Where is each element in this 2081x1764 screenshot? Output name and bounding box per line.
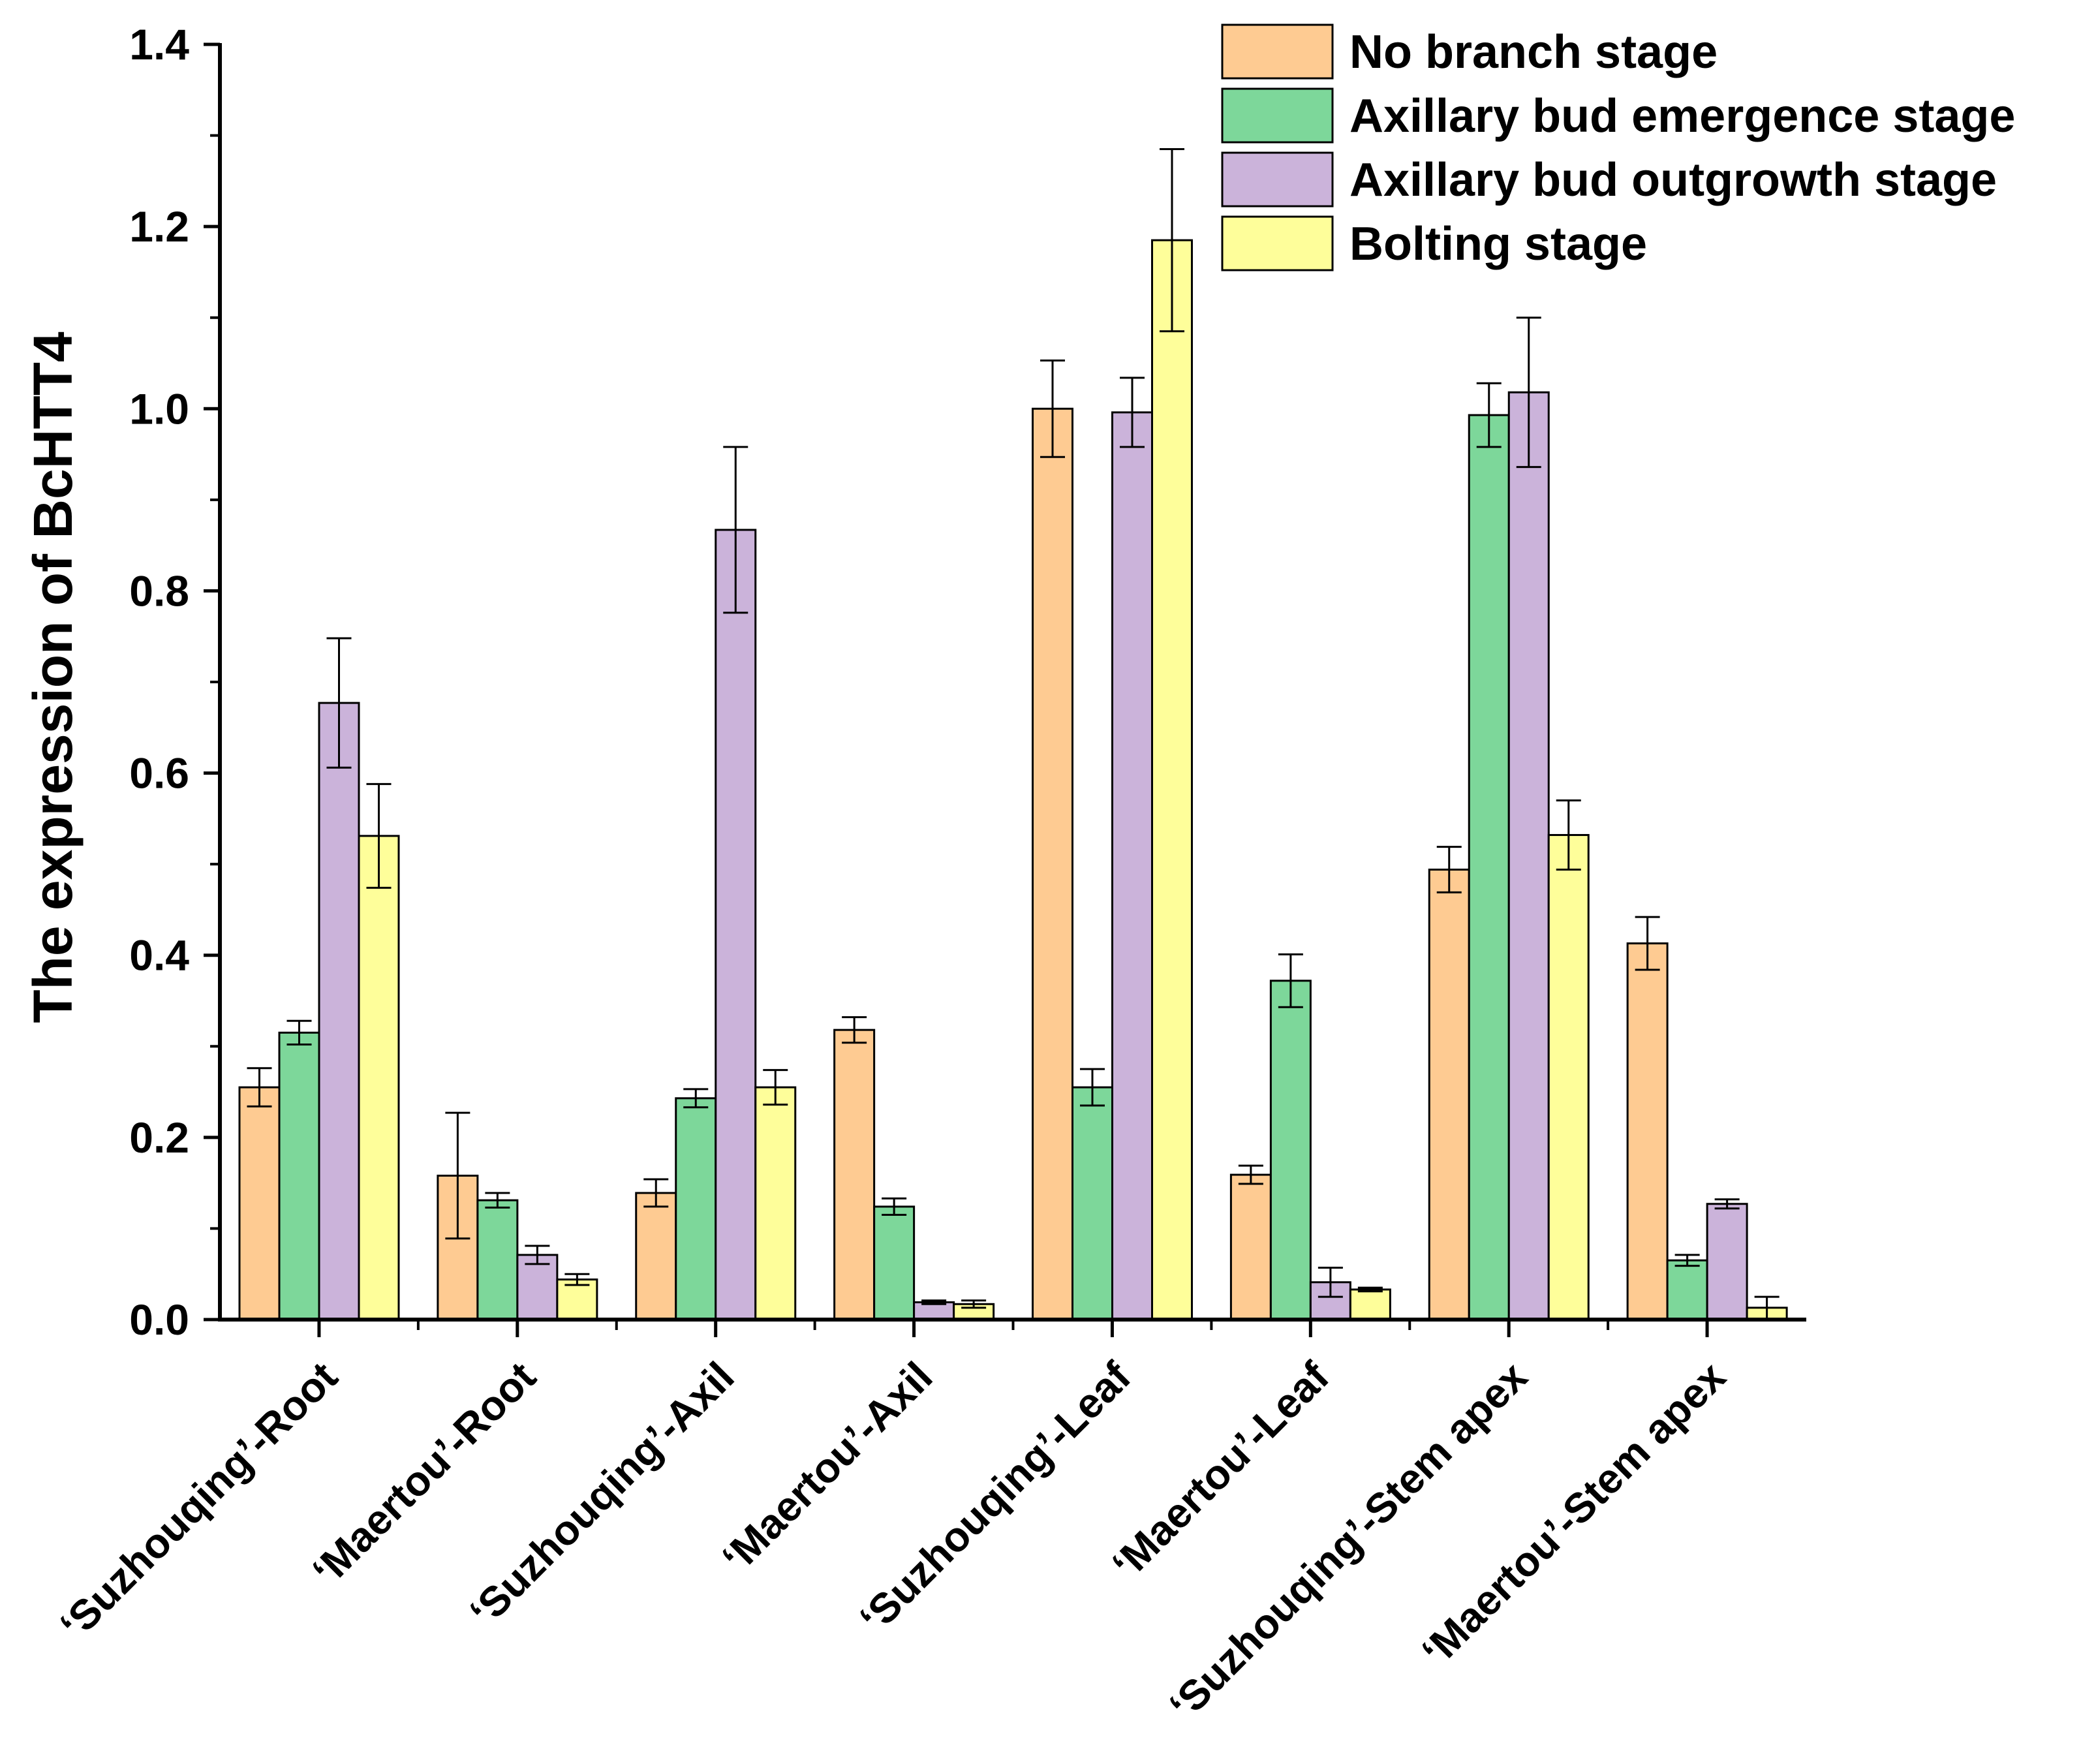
- y-tick-label: 0.0: [129, 1295, 189, 1344]
- error-bar-1-2: [445, 1111, 470, 1240]
- legend-swatch: [1221, 23, 1334, 80]
- bar-2-5: [1071, 1086, 1113, 1321]
- legend-item-1: No branch stage: [1221, 23, 1718, 80]
- bar-3-3: [715, 529, 757, 1321]
- y-tick-label: 0.4: [129, 931, 189, 980]
- y-tick-label: 0.8: [129, 566, 189, 615]
- x-tick-label: ‘Maertou’-Axil: [713, 1353, 941, 1581]
- legend-label: Axillary bud outgrowth stage: [1349, 154, 1997, 206]
- legend-item-2: Axillary bud emergence stage: [1221, 87, 2015, 144]
- bar-2-3: [675, 1097, 717, 1321]
- error-bar-4-1: [366, 782, 392, 889]
- bar-3-8: [1706, 1203, 1748, 1321]
- bar-4-6: [1349, 1288, 1391, 1321]
- error-bar-2-3: [683, 1088, 709, 1109]
- error-bar-3-3: [723, 446, 748, 614]
- legend-swatch: [1221, 151, 1334, 208]
- bar-2-4: [873, 1205, 916, 1321]
- bar-1-3: [635, 1192, 677, 1321]
- bar-1-7: [1428, 869, 1470, 1321]
- legend-item-4: Bolting stage: [1221, 215, 1647, 271]
- error-bar-4-7: [1556, 799, 1581, 871]
- bar-1-1: [238, 1086, 281, 1321]
- legend: No branch stage Axillary bud emergence st…: [1221, 23, 2015, 271]
- error-bar-1-6: [1238, 1164, 1263, 1185]
- bar-1-4: [833, 1029, 876, 1321]
- y-tick-label: 1.4: [129, 20, 189, 69]
- error-bar-2-1: [286, 1019, 312, 1045]
- legend-swatch: [1221, 87, 1334, 144]
- error-bar-3-6: [1318, 1266, 1343, 1298]
- error-bar-3-1: [326, 637, 352, 769]
- bar-1-6: [1229, 1173, 1272, 1321]
- error-bar-3-7: [1516, 317, 1541, 469]
- error-bar-2-2: [485, 1192, 510, 1209]
- bar-3-7: [1507, 391, 1550, 1321]
- x-tick-label: ‘Suzhouqing’-Stem apex: [1160, 1353, 1537, 1729]
- error-bar-2-5: [1080, 1068, 1105, 1107]
- error-bar-2-4: [882, 1197, 907, 1216]
- bar-4-7: [1547, 833, 1590, 1321]
- error-bar-2-7: [1476, 382, 1502, 448]
- error-bar-2-6: [1278, 953, 1303, 1008]
- error-bar-1-5: [1040, 359, 1065, 458]
- bar-2-7: [1468, 414, 1510, 1321]
- error-bar-3-5: [1120, 377, 1145, 448]
- error-bar-3-2: [525, 1245, 550, 1265]
- error-bar-4-2: [564, 1273, 590, 1286]
- error-bar-1-4: [842, 1016, 867, 1044]
- error-bar-4-4: [961, 1299, 987, 1309]
- bar-4-3: [754, 1086, 797, 1321]
- error-bar-1-7: [1436, 846, 1462, 893]
- y-tick-label: 1.0: [129, 384, 189, 433]
- legend-label: Bolting stage: [1349, 218, 1647, 270]
- y-axis-label: The expression of BcHTT4: [22, 332, 84, 1023]
- bar-1-8: [1626, 942, 1669, 1321]
- bar-3-1: [318, 702, 360, 1321]
- bar-2-6: [1269, 980, 1312, 1321]
- x-ticks: ‘Suzhouqing’-Root‘Maertou’-Root‘Suzhouqi…: [51, 1320, 1734, 1729]
- legend-label: No branch stage: [1349, 26, 1718, 78]
- bar-2-2: [476, 1199, 519, 1321]
- bar-2-1: [278, 1031, 320, 1321]
- error-bar-4-5: [1160, 148, 1184, 333]
- error-bar-3-8: [1714, 1198, 1740, 1210]
- y-tick-label: 0.2: [129, 1113, 189, 1162]
- error-bar-4-3: [763, 1069, 788, 1106]
- x-tick-label: ‘Suzhouqing’-Root: [51, 1353, 347, 1648]
- error-bar-3-4: [921, 1299, 947, 1305]
- legend-label: Axillary bud emergence stage: [1349, 90, 2015, 142]
- error-bar-2-8: [1674, 1254, 1700, 1267]
- bars-layer: [238, 239, 1788, 1321]
- bar-1-5: [1032, 407, 1073, 1321]
- error-bar-4-6: [1357, 1286, 1383, 1293]
- legend-swatch: [1221, 215, 1334, 271]
- bar-2-8: [1666, 1259, 1708, 1321]
- error-bar-1-1: [247, 1067, 272, 1107]
- y-tick-label: 0.6: [129, 749, 189, 797]
- error-bar-1-3: [643, 1178, 669, 1208]
- error-bar-1-8: [1635, 916, 1660, 971]
- bar-4-5: [1151, 239, 1193, 1321]
- y-tick-label: 1.2: [129, 202, 189, 251]
- bar-3-5: [1111, 411, 1153, 1321]
- y-ticks: 0.0 0.2 0.4 0.6 0.8 1.0 1.2 1.4: [129, 20, 220, 1344]
- legend-item-3: Axillary bud outgrowth stage: [1221, 151, 1997, 208]
- bar-4-1: [358, 835, 400, 1321]
